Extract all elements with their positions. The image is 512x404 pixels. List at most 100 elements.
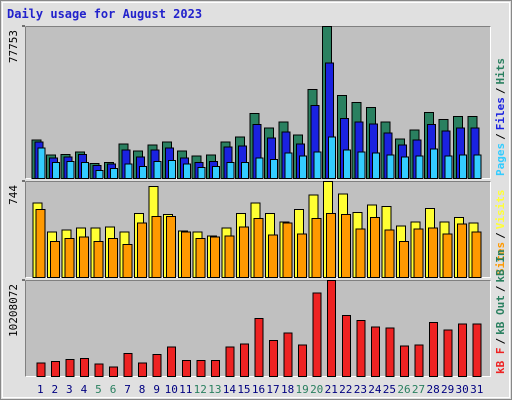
bar	[153, 160, 162, 179]
bar	[385, 327, 395, 377]
bar	[414, 344, 424, 378]
bar	[239, 343, 249, 378]
x-tick-label: 16	[252, 383, 265, 396]
bar	[224, 235, 235, 278]
legend: kB F / kB Out / kB In	[494, 249, 507, 374]
bar	[268, 234, 279, 278]
x-tick-label: 31	[470, 383, 483, 396]
legend-separator: /	[494, 87, 507, 94]
x-tick-label: 1	[37, 383, 44, 396]
y-tick-label: 77753	[7, 30, 20, 63]
bar	[138, 362, 148, 377]
bar	[355, 228, 366, 278]
bar	[430, 148, 439, 180]
x-tick-label: 11	[179, 383, 192, 396]
y-tick-label: 10208072	[7, 284, 20, 337]
bar	[459, 154, 468, 179]
bar	[255, 157, 264, 179]
x-tick-label: 2	[52, 383, 59, 396]
legend-entry: kB F	[494, 348, 507, 375]
bar	[384, 229, 395, 278]
bar	[400, 156, 409, 179]
bar	[326, 213, 337, 278]
bar	[80, 161, 89, 180]
bar	[66, 160, 75, 179]
x-tick-label: 23	[354, 383, 367, 396]
legend: Pages / Files / Hits	[494, 58, 507, 176]
bar	[182, 163, 191, 180]
legend-entry: Pages	[494, 143, 507, 176]
x-tick-label: 30	[456, 383, 469, 396]
x-tick-label: 21	[325, 383, 338, 396]
bar	[37, 147, 46, 180]
bar	[458, 323, 468, 378]
bar	[283, 332, 293, 377]
bar	[109, 366, 119, 378]
bar	[122, 243, 133, 278]
bar	[79, 358, 89, 377]
bar	[356, 320, 366, 378]
bar	[210, 360, 220, 377]
legend-separator: /	[494, 133, 507, 140]
legend: Sites / Visits	[494, 190, 507, 276]
bar	[151, 216, 162, 278]
x-tick-label: 27	[412, 383, 425, 396]
bar	[341, 314, 351, 378]
bar	[226, 161, 235, 180]
bar	[124, 163, 133, 180]
x-tick-label: 18	[281, 383, 294, 396]
bar	[49, 240, 60, 279]
bar	[312, 292, 322, 378]
bar	[123, 352, 133, 377]
bar	[209, 236, 220, 278]
bar	[95, 169, 104, 180]
bar	[398, 240, 409, 279]
bar	[428, 227, 439, 278]
bar	[284, 152, 293, 180]
bar	[342, 149, 351, 179]
bar	[196, 360, 206, 377]
bar	[340, 214, 351, 278]
bar	[166, 216, 177, 278]
bar	[50, 361, 60, 377]
bar	[110, 167, 119, 179]
bar	[181, 360, 191, 377]
y-tick-label: 744	[7, 185, 20, 205]
bar	[167, 346, 177, 378]
bar	[297, 233, 308, 278]
bar	[270, 158, 279, 180]
x-tick-label: 29	[441, 383, 454, 396]
bar	[195, 237, 206, 279]
bar	[328, 136, 337, 179]
bar	[399, 345, 409, 378]
legend-separator: /	[494, 285, 507, 292]
legend-entry: Sites	[494, 242, 507, 275]
bar	[327, 280, 337, 377]
x-tick-label: 14	[223, 383, 237, 396]
bar	[225, 346, 235, 378]
bar	[299, 155, 308, 180]
chart-title: Daily usage for August 2023	[7, 7, 202, 21]
bar	[313, 151, 322, 179]
x-tick-label: 13	[208, 383, 221, 396]
bar	[94, 363, 104, 378]
bar	[180, 231, 191, 278]
bar	[253, 218, 264, 278]
bar	[429, 322, 439, 378]
bar	[211, 165, 220, 179]
bar	[35, 208, 46, 279]
x-tick-label: 9	[153, 383, 160, 396]
x-tick-label: 19	[296, 383, 309, 396]
bar	[93, 240, 104, 279]
legend-separator: /	[494, 232, 507, 239]
bar	[64, 237, 75, 279]
bar	[442, 233, 453, 278]
x-tick-label: 15	[237, 383, 250, 396]
bar	[168, 159, 177, 179]
bar	[36, 362, 46, 377]
bar	[369, 217, 380, 278]
bar	[51, 161, 60, 180]
legend-entry: Visits	[494, 190, 507, 230]
